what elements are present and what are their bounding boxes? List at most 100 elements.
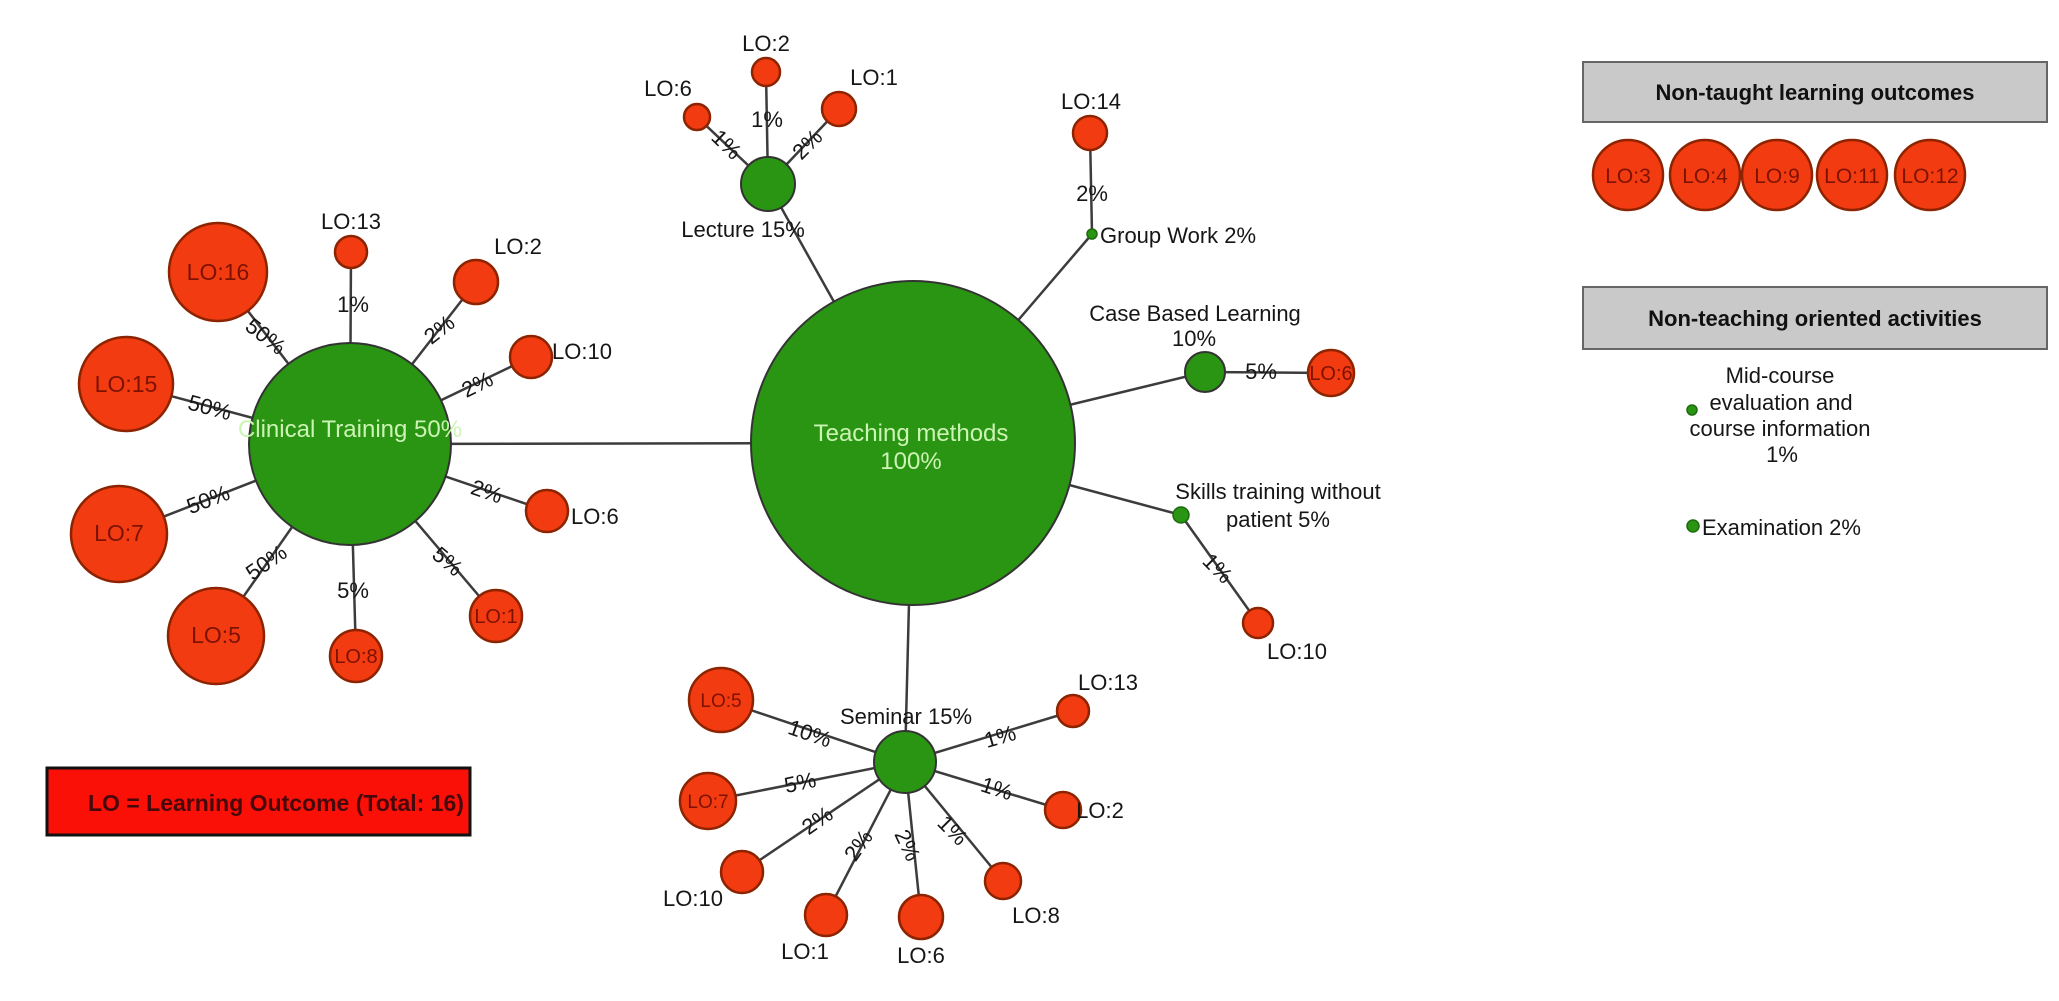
nontaught-lo12-node <box>1893 138 1967 212</box>
lecture-lo6-node <box>682 102 712 132</box>
nodes <box>69 56 1356 941</box>
clinical-lo7-percent: 50% <box>183 480 233 519</box>
nontaught-lo4-label: LO:4 <box>1682 165 1728 188</box>
seminar-lo7-label: LO:7 <box>687 792 728 813</box>
clinical-lo15-percent: 50% <box>185 390 234 426</box>
clinical-lo16-percent: 50% <box>241 313 291 360</box>
edge-seminar-lo10 <box>741 760 906 874</box>
lecture-node <box>740 156 796 212</box>
teaching-methods-label: Teaching methods <box>814 420 1009 447</box>
clinical-lo10-percent: 2% <box>457 366 497 402</box>
seminar-lo2-percent: 1% <box>978 772 1016 806</box>
teaching-methods-percent: 100% <box>880 448 941 475</box>
non-taught-header-box <box>1582 61 2048 123</box>
clinical-lo2-label: LO:2 <box>494 234 542 259</box>
legend-label: LO = Learning Outcome (Total: 16) <box>88 790 464 816</box>
casebased-lo6-percent: 5% <box>1245 359 1277 384</box>
legend: LO = Learning Outcome (Total: 16) <box>45 766 472 837</box>
clinical-lo1-label: LO:1 <box>474 606 517 628</box>
nontaught-lo9-node <box>1740 138 1814 212</box>
skills-lo10-label: LO:10 <box>1267 639 1327 664</box>
midcourse-label-line4: 1% <box>1766 442 1798 467</box>
midcourse-node <box>1686 404 1698 416</box>
clinical-lo16-node <box>167 221 269 323</box>
seminar-lo2-node <box>1043 790 1083 830</box>
skills-lo10-percent: 1% <box>1198 548 1238 588</box>
examination-label: Examination 2% <box>1702 515 1861 540</box>
clinical-lo6-percent: 2% <box>468 474 506 508</box>
groupwork-lo14-node <box>1071 114 1109 152</box>
nontaught-lo3-label: LO:3 <box>1605 165 1651 188</box>
seminar-lo6-percent: 2% <box>889 826 925 865</box>
seminar-lo6-node <box>897 893 945 941</box>
midcourse-label-line1: Mid-course <box>1726 363 1835 388</box>
seminar-lo5-label: LO:5 <box>700 691 741 712</box>
legend-box <box>45 766 472 837</box>
seminar-lo1-node <box>803 892 849 938</box>
teaching-methods-node <box>750 280 1076 606</box>
clinical-lo13-node <box>333 234 369 270</box>
seminar-lo10-percent: 2% <box>797 801 837 840</box>
clinical-lo7-label: LO:7 <box>94 520 144 546</box>
lecture-lo1-label: LO:1 <box>850 65 898 90</box>
lecture-lo6-label: LO:6 <box>644 76 692 101</box>
seminar-lo1-percent: 2% <box>839 825 878 865</box>
clinical-lo15-label: LO:15 <box>95 371 158 397</box>
seminar-lo13-percent: 1% <box>981 720 1018 753</box>
lecture-label: Lecture 15% <box>681 217 805 242</box>
clinical-training-node <box>248 342 452 546</box>
clinical-lo8-label: LO:8 <box>334 646 377 668</box>
group-work-label: Group Work 2% <box>1100 223 1256 248</box>
clinical-lo10-label: LO:10 <box>552 339 612 364</box>
clinical-lo2-percent: 2% <box>419 310 459 349</box>
casebased-lo6-label: LO:6 <box>1309 363 1352 385</box>
seminar-lo13-node <box>1055 693 1091 729</box>
seminar-lo10-node <box>719 849 765 895</box>
nontaught-lo4-node <box>1668 138 1742 212</box>
clinical-lo16-label: LO:16 <box>187 259 250 285</box>
clinical-lo2-node <box>452 258 500 306</box>
skills-lo10-node <box>1241 606 1275 640</box>
activities-header-label: Non-teaching oriented activities <box>1648 306 1982 331</box>
seminar-lo8-node <box>983 861 1023 901</box>
skills-training-label-line1: Skills training without <box>1175 479 1380 504</box>
skills-training-label-line2: patient 5% <box>1226 507 1330 532</box>
clinical-lo8-percent: 5% <box>337 578 369 603</box>
nontaught-lo12-label: LO:12 <box>1901 165 1958 188</box>
seminar-lo10-label: LO:10 <box>663 886 723 911</box>
seminar-lo7-percent: 5% <box>782 767 818 798</box>
clinical-lo1-node <box>468 588 524 644</box>
seminar-lo7-node <box>678 771 738 831</box>
skills-training-node <box>1172 506 1190 524</box>
midcourse-label-line2: evaluation and <box>1709 390 1852 415</box>
clinical-lo10-node <box>508 334 554 380</box>
seminar-lo2-label: LO:2 <box>1076 798 1124 823</box>
lecture-lo1-node <box>820 90 858 128</box>
seminar-lo8-percent: 1% <box>933 810 973 850</box>
seminar-label: Seminar 15% <box>840 704 972 729</box>
groupwork-lo14-label: LO:14 <box>1061 89 1121 114</box>
nontaught-lo9-label: LO:9 <box>1754 165 1800 188</box>
clinical-lo15-node <box>77 335 175 433</box>
lecture-lo2-node <box>750 56 782 88</box>
seminar-lo1-label: LO:1 <box>781 939 829 964</box>
clinical-lo7-node <box>69 484 169 584</box>
edge-seminar-lo7 <box>707 760 906 803</box>
clinical-lo13-label: LO:13 <box>321 209 381 234</box>
lecture-lo2-percent: 1% <box>751 107 783 132</box>
non-taught-panel: Non-taught learning outcomes LO:3 LO:4 L… <box>1582 61 2048 212</box>
seminar-lo5-percent: 10% <box>785 714 835 752</box>
case-based-learning-node <box>1184 351 1226 393</box>
clinical-training-label: Clinical Training 50% <box>238 416 462 443</box>
midcourse-label-line3: course information <box>1690 416 1871 441</box>
groupwork-lo14-percent: 2% <box>1076 181 1108 206</box>
nontaught-lo11-node <box>1815 138 1889 212</box>
case-based-learning-label: Case Based Learning <box>1089 301 1301 326</box>
examination-node <box>1686 519 1700 533</box>
clinical-lo6-label: LO:6 <box>571 504 619 529</box>
labels: Teaching methods 100% Clinical Training … <box>94 31 1381 968</box>
clinical-lo13-percent: 1% <box>337 292 369 317</box>
seminar-lo13-label: LO:13 <box>1078 670 1138 695</box>
